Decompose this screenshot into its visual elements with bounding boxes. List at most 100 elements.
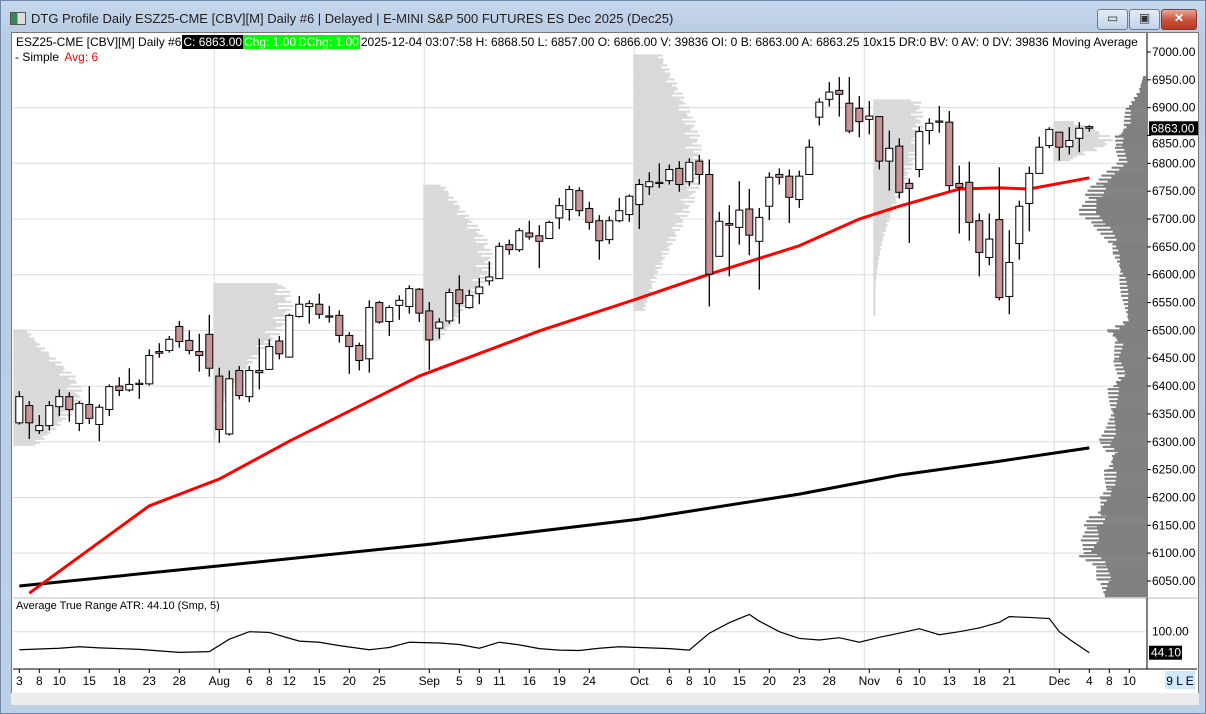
horizontal-scrollbar[interactable] bbox=[11, 693, 1199, 705]
candle-body[interactable] bbox=[175, 326, 184, 343]
candle-body[interactable] bbox=[145, 354, 154, 385]
candle-body[interactable] bbox=[555, 205, 564, 219]
candle-body[interactable] bbox=[185, 339, 194, 351]
candle-body[interactable] bbox=[495, 245, 504, 280]
candle-body[interactable] bbox=[275, 340, 284, 355]
candle-body[interactable] bbox=[825, 91, 834, 100]
price-chart[interactable]: 7000.00 6950.00 6900.00 6850.00 6800.00 6750.… bbox=[11, 32, 1199, 694]
title-bar[interactable]: DTG Profile Daily ESZ25-CME [CBV][M] Dai… bbox=[1, 1, 1205, 32]
candle-body[interactable] bbox=[375, 302, 384, 323]
scale-indicator-box[interactable] bbox=[1165, 671, 1195, 689]
candle-body[interactable] bbox=[355, 344, 364, 361]
candle-body[interactable] bbox=[455, 289, 464, 305]
candle-body[interactable] bbox=[285, 314, 294, 358]
candle-body[interactable] bbox=[1085, 126, 1094, 129]
candle-body[interactable] bbox=[515, 230, 524, 251]
candle-body[interactable] bbox=[165, 338, 174, 351]
candle-body[interactable] bbox=[925, 122, 934, 132]
candle-body[interactable] bbox=[785, 175, 794, 198]
candle-body[interactable] bbox=[565, 189, 574, 211]
candle-body[interactable] bbox=[575, 190, 584, 212]
candle-body[interactable] bbox=[665, 168, 674, 182]
candle-body[interactable] bbox=[1035, 146, 1044, 174]
candle-body[interactable] bbox=[605, 220, 614, 241]
candle-body[interactable] bbox=[745, 208, 754, 236]
candle-body[interactable] bbox=[135, 382, 144, 385]
candle-body[interactable] bbox=[855, 107, 864, 123]
candle-body[interactable] bbox=[85, 403, 94, 419]
candle-body[interactable] bbox=[215, 375, 224, 431]
candle-body[interactable] bbox=[1055, 131, 1064, 148]
candle-body[interactable] bbox=[975, 220, 984, 253]
candle-body[interactable] bbox=[905, 182, 914, 189]
candle-body[interactable] bbox=[405, 288, 414, 307]
candle-body[interactable] bbox=[635, 184, 644, 206]
candle-body[interactable] bbox=[225, 378, 234, 435]
candle-body[interactable] bbox=[485, 276, 494, 282]
candle-body[interactable] bbox=[1015, 205, 1024, 245]
candle-body[interactable] bbox=[675, 167, 684, 186]
candle-body[interactable] bbox=[985, 238, 994, 258]
candle-body[interactable] bbox=[795, 175, 804, 201]
candle-body[interactable] bbox=[335, 314, 344, 336]
candle-body[interactable] bbox=[545, 221, 554, 240]
candle-body[interactable] bbox=[445, 292, 454, 322]
candle-body[interactable] bbox=[155, 351, 164, 354]
candle-body[interactable] bbox=[885, 147, 894, 162]
candle-body[interactable] bbox=[685, 161, 694, 183]
scale-indicator[interactable]: 9 L E bbox=[1166, 674, 1194, 688]
candle-body[interactable] bbox=[935, 120, 944, 123]
candle-body[interactable] bbox=[715, 220, 724, 257]
candle-body[interactable] bbox=[75, 402, 84, 424]
candle-body[interactable] bbox=[345, 334, 354, 348]
candle-body[interactable] bbox=[645, 181, 654, 188]
candle-body[interactable] bbox=[765, 176, 774, 207]
candle-body[interactable] bbox=[695, 160, 704, 175]
chart-area[interactable]: 7000.00 6950.00 6900.00 6850.00 6800.00 6750.… bbox=[11, 32, 1199, 694]
candle-body[interactable] bbox=[525, 232, 534, 238]
candle-body[interactable] bbox=[195, 351, 204, 356]
candle-body[interactable] bbox=[305, 303, 314, 307]
candle-body[interactable] bbox=[755, 216, 764, 242]
candle-body[interactable] bbox=[15, 396, 24, 424]
candle-body[interactable] bbox=[995, 219, 1004, 299]
candle-body[interactable] bbox=[465, 294, 474, 309]
maximize-button[interactable]: ▣ bbox=[1129, 9, 1160, 30]
candle-body[interactable] bbox=[595, 220, 604, 242]
candle-body[interactable] bbox=[1065, 140, 1074, 148]
candle-body[interactable] bbox=[95, 406, 104, 425]
candle-body[interactable] bbox=[915, 131, 924, 170]
candle-body[interactable] bbox=[295, 303, 304, 317]
candle-body[interactable] bbox=[65, 396, 74, 410]
candle-body[interactable] bbox=[535, 235, 544, 242]
candle-body[interactable] bbox=[505, 244, 514, 251]
candle-body[interactable] bbox=[385, 307, 394, 322]
candle-body[interactable] bbox=[625, 195, 634, 216]
candle-body[interactable] bbox=[115, 385, 124, 392]
candle-body[interactable] bbox=[845, 102, 854, 132]
candle-body[interactable] bbox=[965, 181, 974, 223]
candle-body[interactable] bbox=[245, 369, 254, 398]
candle-body[interactable] bbox=[805, 146, 814, 175]
candle-body[interactable] bbox=[725, 222, 734, 226]
candle-body[interactable] bbox=[1075, 127, 1084, 139]
candle-body[interactable] bbox=[265, 346, 274, 370]
candle-body[interactable] bbox=[705, 173, 714, 275]
candle-body[interactable] bbox=[815, 101, 824, 118]
candle-body[interactable] bbox=[325, 315, 334, 318]
candle-body[interactable] bbox=[35, 425, 44, 432]
minimize-button[interactable]: ▭ bbox=[1097, 9, 1128, 30]
candle-body[interactable] bbox=[585, 207, 594, 223]
candle-body[interactable] bbox=[365, 307, 374, 360]
candle-body[interactable] bbox=[895, 145, 904, 193]
candle-body[interactable] bbox=[735, 209, 744, 228]
candle-body[interactable] bbox=[1005, 261, 1014, 297]
candle-body[interactable] bbox=[395, 299, 404, 306]
candle-body[interactable] bbox=[865, 115, 874, 120]
candle-body[interactable] bbox=[125, 383, 134, 391]
candle-body[interactable] bbox=[615, 210, 624, 222]
candle-body[interactable] bbox=[475, 286, 484, 295]
close-button[interactable]: ✕ bbox=[1161, 9, 1197, 30]
candle-body[interactable] bbox=[1025, 172, 1034, 204]
candle-body[interactable] bbox=[435, 321, 444, 329]
